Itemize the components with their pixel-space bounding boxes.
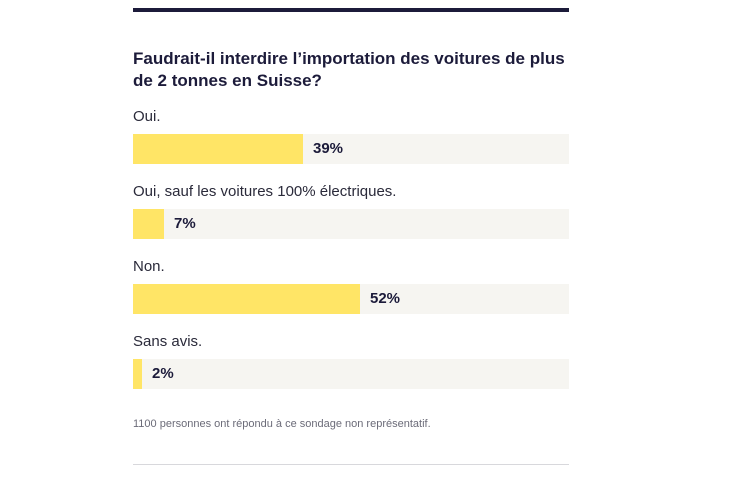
poll-footnote: 1100 personnes ont répondu à ce sondage … [133,418,431,430]
result-bar-fill [133,209,164,239]
option-label: Oui, sauf les voitures 100% électriques. [133,183,397,200]
result-bar-fill [133,134,303,164]
bottom-divider [133,464,569,465]
poll-option-non: Non. 52% [133,258,569,333]
result-bar-track: 39% [133,134,569,164]
result-percent: 39% [313,140,344,157]
result-percent: 2% [152,365,174,382]
result-bar-fill [133,359,142,389]
poll-options: Oui. 39% Oui, sauf les voitures 100% éle… [133,108,569,408]
result-bar-fill [133,284,360,314]
option-label: Non. [133,258,165,275]
top-divider [133,8,569,12]
option-label: Sans avis. [133,333,203,350]
result-bar-track: 52% [133,284,569,314]
poll-option-oui-sauf-electriques: Oui, sauf les voitures 100% électriques.… [133,183,569,258]
result-bar-track: 2% [133,359,569,389]
result-percent: 7% [174,215,196,232]
poll-widget: Faudrait-il interdire l’importation des … [133,8,569,465]
poll-option-oui: Oui. 39% [133,108,569,183]
result-bar-track: 7% [133,209,569,239]
poll-option-sans-avis: Sans avis. 2% [133,333,569,408]
poll-question: Faudrait-il interdire l’importation des … [133,49,565,90]
result-percent: 52% [370,290,401,307]
option-label: Oui. [133,108,161,125]
